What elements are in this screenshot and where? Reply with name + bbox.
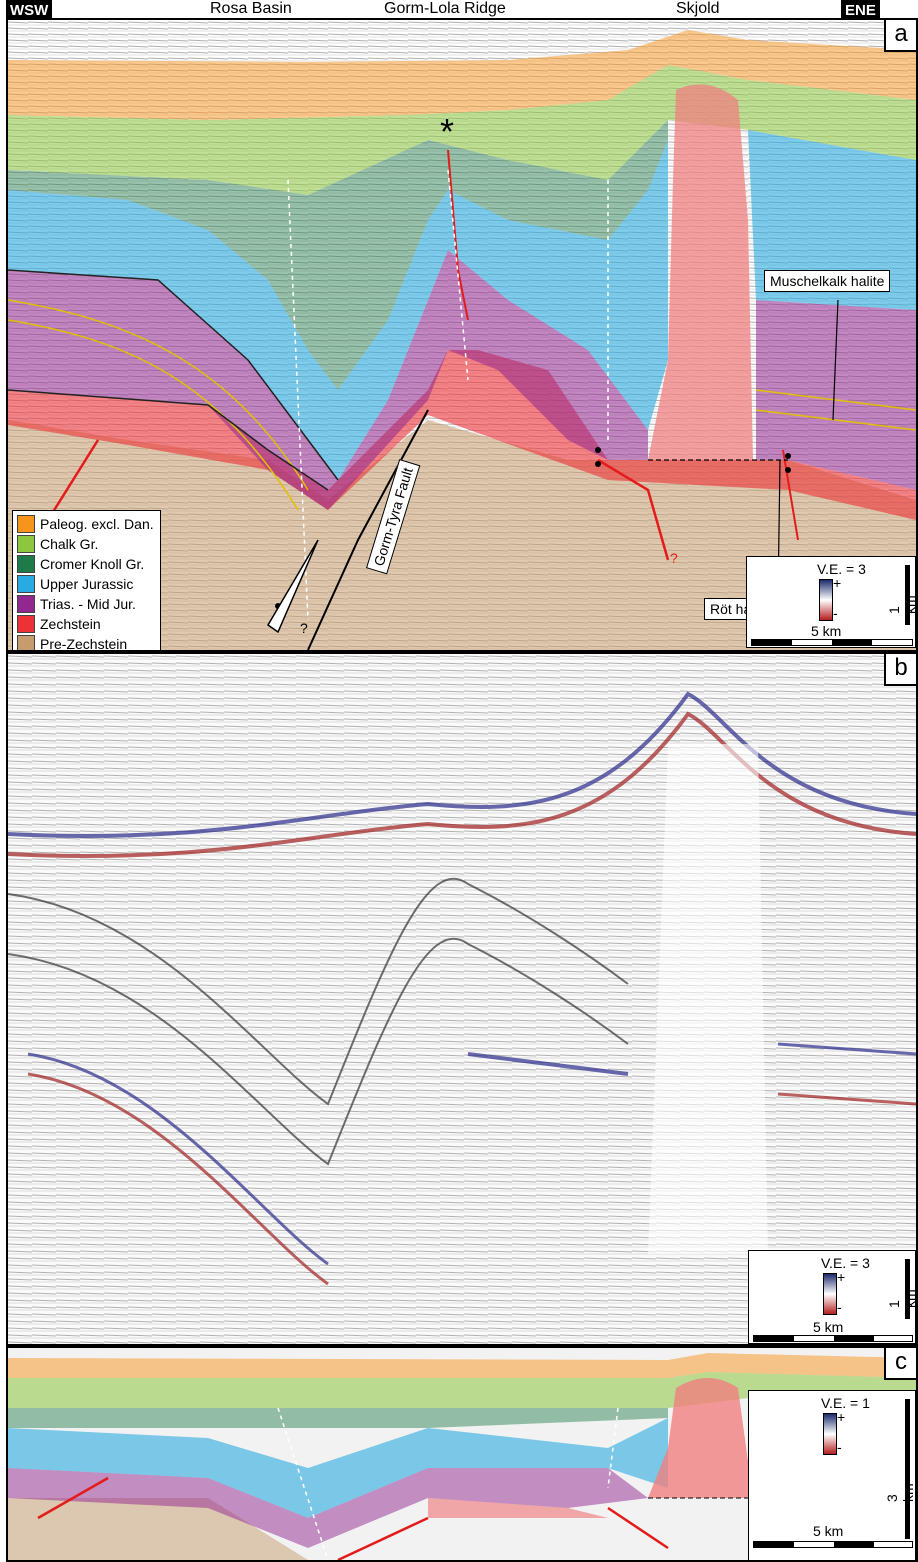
minus-sign-a: -	[833, 605, 838, 621]
color-scale-b	[823, 1273, 837, 1315]
panel-c-letter: c	[884, 1348, 916, 1380]
panel-b-letter: b	[884, 654, 916, 686]
ene-label: ENE	[841, 0, 880, 21]
fault-east	[782, 449, 799, 541]
trias-mid-jur-layer-east	[756, 300, 916, 490]
upper-jurassic-layer-east	[748, 130, 916, 310]
horiz-bar-a	[751, 639, 913, 646]
vert-scale-label-c: 3 km	[884, 1483, 916, 1502]
legend-swatch	[17, 535, 35, 553]
scalebar-c: V.E. = 1 + - 3 km 5 km	[748, 1390, 916, 1560]
horiz-bar-b	[753, 1335, 913, 1342]
legend-item: Chalk Gr.	[17, 534, 154, 554]
plus-sign-b: +	[837, 1269, 846, 1285]
zechstein-layer	[8, 350, 916, 520]
panel-b-seismic: b V.E. = 3 + - 1 km 5 km	[6, 652, 918, 1346]
fault-gorm	[447, 149, 469, 321]
ve-label-b: V.E. = 3	[821, 1255, 870, 1271]
fold-axis-gorm	[447, 169, 469, 381]
vert-scale-label-b: 1 km	[886, 1289, 918, 1308]
vertical-bar-c	[905, 1399, 910, 1539]
ve-label-c: V.E. = 1	[821, 1395, 870, 1411]
plus-sign-a: +	[833, 575, 842, 591]
cromer-knoll-layer	[8, 120, 668, 390]
paleogene-layer	[8, 30, 916, 120]
legend-label: Cromer Knoll Gr.	[40, 556, 145, 572]
legend-swatch	[17, 595, 35, 613]
upper-jurassic-layer	[8, 140, 668, 480]
legend-item: Pre-Zechstein	[17, 634, 154, 652]
legend-swatch	[17, 635, 35, 650]
panel-a-section: *	[8, 20, 916, 650]
legend-label: Chalk Gr.	[40, 536, 99, 552]
rosa-basin-label: Rosa Basin	[210, 0, 292, 17]
vertical-bar-a	[905, 565, 910, 625]
minus-sign-b: -	[837, 1299, 842, 1315]
scalebar-a: V.E. = 3 + - 1 km 5 km	[746, 556, 916, 648]
panel-a-interpretation: * a Muschelkalk halite Röt halite Gorm-T…	[6, 18, 918, 652]
legend-item: Trias. - Mid Jur.	[17, 594, 154, 614]
legend-label: Pre-Zechstein	[40, 636, 128, 652]
legend-label: Upper Jurassic	[40, 576, 134, 592]
legend-item: Paleog. excl. Dan.	[17, 514, 154, 534]
legend-item: Zechstein	[17, 614, 154, 634]
legend-item: Cromer Knoll Gr.	[17, 554, 154, 574]
legend: Paleog. excl. Dan. Chalk Gr. Cromer Knoll …	[12, 510, 161, 652]
legend-label: Paleog. excl. Dan.	[40, 516, 154, 532]
trias-mid-jur-layer	[8, 250, 648, 510]
fold-axis-rosa	[287, 179, 309, 621]
color-scale-a	[819, 579, 833, 621]
question-mark-red-label: ?	[670, 550, 678, 566]
gorm-tyra-fault-line	[307, 409, 429, 650]
horiz-scale-label-c: 5 km	[813, 1523, 844, 1539]
vert-scale-label-a: 1 km	[886, 595, 918, 614]
skjold-label: Skjold	[676, 0, 720, 17]
wsw-label: WSW	[6, 0, 53, 21]
legend-label: Zechstein	[40, 616, 101, 632]
asterisk-marker: *	[440, 111, 454, 152]
legend-label: Trias. - Mid Jur.	[40, 596, 136, 612]
fault-skjold	[597, 458, 670, 561]
skjold-salt-diapir	[648, 84, 753, 460]
panel-b-section	[8, 654, 916, 1344]
color-scale-c	[823, 1413, 837, 1455]
minus-sign-c: -	[837, 1439, 842, 1455]
horiz-scale-label-a: 5 km	[811, 623, 842, 639]
plus-sign-c: +	[837, 1409, 846, 1425]
horiz-bar-c	[753, 1541, 913, 1548]
legend-swatch	[17, 555, 35, 573]
legend-swatch	[17, 575, 35, 593]
scalebar-b: V.E. = 3 + - 1 km 5 km	[748, 1250, 916, 1344]
legend-swatch	[17, 515, 35, 533]
panel-c-interpretation: c V.E. = 1 + - 3 km 5 km	[6, 1346, 918, 1562]
muschelkalk-halite-label: Muschelkalk halite	[764, 270, 891, 292]
vertical-bar-b	[905, 1259, 910, 1319]
question-mark-label: ?	[300, 620, 308, 636]
legend-swatch	[17, 615, 35, 633]
horiz-scale-label-b: 5 km	[813, 1319, 844, 1335]
gorm-lola-ridge-label: Gorm-Lola Ridge	[384, 0, 506, 17]
panel-a-letter: a	[884, 20, 916, 52]
ve-label-a: V.E. = 3	[817, 561, 866, 577]
legend-item: Upper Jurassic	[17, 574, 154, 594]
